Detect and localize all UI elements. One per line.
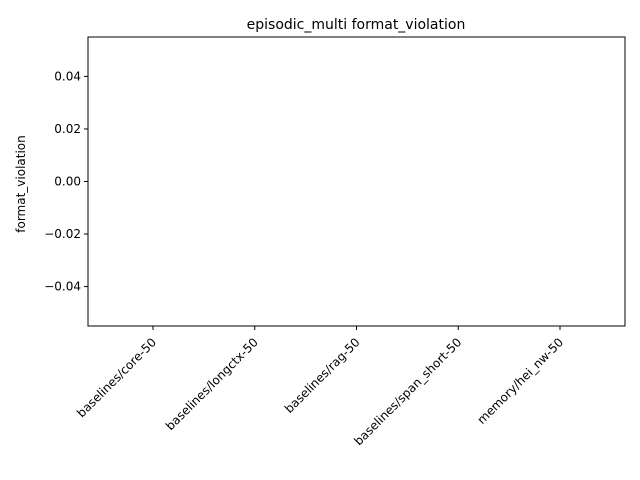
x-tick-label: baselines/span_short-50 [351,335,464,448]
y-tick-label: −0.04 [44,280,81,294]
y-tick-label: 0.02 [54,122,81,136]
x-axis-ticks: baselines/core-50 baselines/longctx-50 bas… [74,326,566,448]
plot-area-frame [87,36,626,327]
x-tick-label: baselines/rag-50 [282,335,363,416]
x-tick-label: memory/hei_nw-50 [475,335,567,427]
y-tick-label: −0.02 [44,227,81,241]
y-axis-label: format_violation [14,135,28,233]
y-tick-label: 0.04 [54,69,81,83]
x-tick-label: baselines/longctx-50 [163,335,261,433]
chart-title: episodic_multi format_violation [247,17,466,33]
y-axis-ticks: −0.04 −0.02 0.00 0.02 0.04 [44,69,88,294]
y-tick-label: 0.00 [54,175,81,189]
x-tick-label: baselines/core-50 [74,335,159,420]
